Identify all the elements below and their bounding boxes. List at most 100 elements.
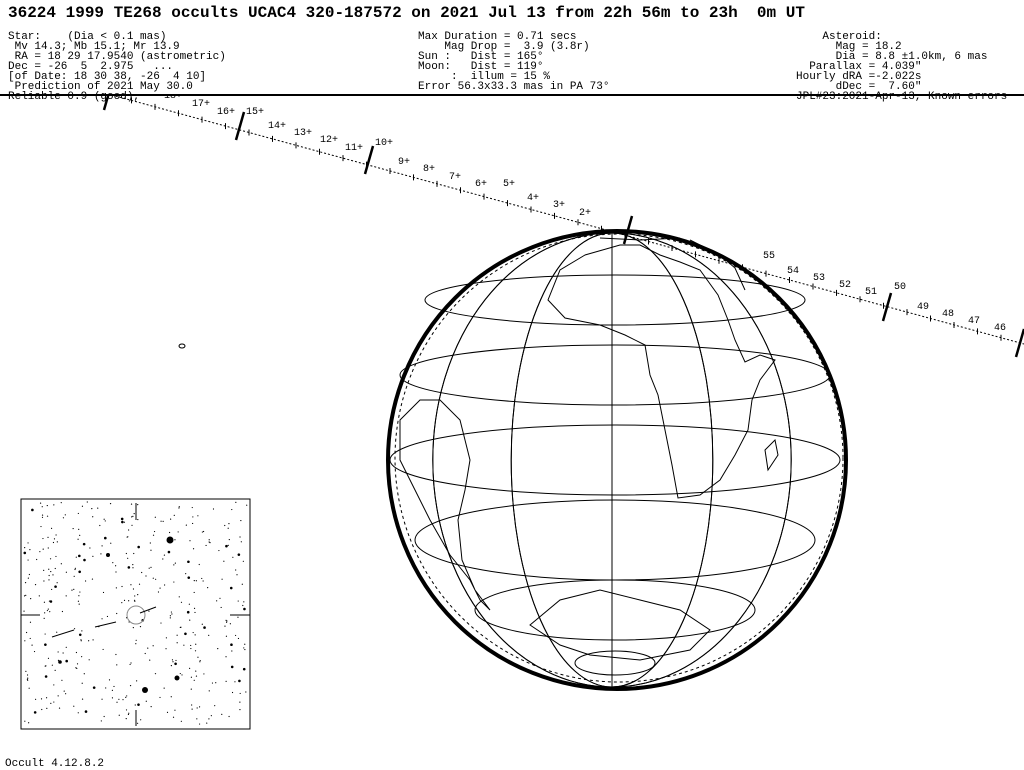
star-line: Dec = -26 5 2.975 ... bbox=[8, 61, 174, 73]
star bbox=[27, 577, 29, 579]
asteroid-line: Mag = 18.2 bbox=[796, 41, 902, 53]
star bbox=[224, 524, 226, 527]
star bbox=[160, 622, 162, 624]
path-limit-marker bbox=[622, 215, 634, 245]
star bbox=[141, 571, 143, 574]
star bbox=[41, 506, 43, 508]
star bbox=[133, 599, 136, 601]
star bbox=[198, 706, 201, 708]
star bbox=[149, 542, 151, 544]
star bbox=[174, 662, 177, 666]
star bbox=[193, 679, 195, 681]
star bbox=[168, 531, 171, 534]
star bbox=[205, 544, 207, 547]
star bbox=[199, 659, 201, 662]
star bbox=[241, 583, 243, 585]
star bbox=[27, 677, 29, 679]
star bbox=[74, 568, 76, 571]
shadow-path: 18+ 17+ 16+ 15+ 14+ 13+ 12+ 11+ 10+ 9+ 8+ 7+ 6+ 5+ 4+ 3… bbox=[102, 96, 1024, 358]
star bbox=[183, 644, 185, 646]
star bbox=[88, 640, 90, 642]
star bbox=[106, 615, 109, 618]
star bbox=[187, 560, 190, 564]
star bbox=[138, 583, 141, 585]
time-label: 54 bbox=[787, 266, 799, 277]
event-line: Moon: Dist = 119° bbox=[418, 61, 544, 73]
star bbox=[203, 626, 206, 629]
star bbox=[81, 682, 83, 684]
star bbox=[202, 580, 204, 582]
star bbox=[27, 559, 29, 561]
star bbox=[48, 579, 50, 581]
bright-star bbox=[106, 553, 110, 557]
asteroid-line: dDec = 7.60" bbox=[796, 81, 922, 93]
star bbox=[45, 665, 47, 667]
star bbox=[41, 516, 44, 518]
star bbox=[30, 597, 32, 600]
star bbox=[227, 527, 229, 529]
star bbox=[229, 623, 231, 625]
time-label: 49 bbox=[917, 302, 929, 313]
star bbox=[41, 708, 43, 711]
star bbox=[194, 634, 196, 636]
star bbox=[33, 711, 37, 714]
star bbox=[74, 567, 76, 569]
star bbox=[118, 714, 120, 716]
star bbox=[116, 701, 118, 703]
star bbox=[194, 611, 196, 614]
asteroid-line: Asteroid: bbox=[796, 31, 882, 43]
star bbox=[132, 588, 135, 590]
time-label: 7+ bbox=[449, 172, 461, 183]
star bbox=[46, 515, 49, 517]
star bbox=[125, 696, 127, 698]
star bbox=[170, 696, 172, 698]
star bbox=[148, 567, 150, 569]
star bbox=[60, 563, 62, 565]
star bbox=[224, 625, 226, 627]
star bbox=[160, 520, 162, 522]
star bbox=[28, 722, 30, 724]
star bbox=[116, 664, 118, 666]
star bbox=[219, 597, 221, 599]
event-line: Max Duration = 0.71 secs bbox=[418, 31, 577, 43]
star bbox=[190, 644, 192, 647]
star bbox=[97, 507, 99, 509]
star bbox=[24, 547, 26, 549]
event-line: : illum = 15 % bbox=[418, 71, 551, 83]
star bbox=[135, 643, 137, 645]
star bbox=[108, 679, 111, 681]
asteroid-line: Hourly dRA =-2.022s bbox=[796, 71, 922, 83]
star-field bbox=[23, 501, 248, 725]
star bbox=[39, 502, 42, 504]
star bbox=[174, 709, 176, 711]
star bbox=[48, 600, 51, 602]
north-africa-coast bbox=[599, 237, 681, 241]
star bbox=[55, 534, 57, 536]
time-label: 52 bbox=[839, 280, 851, 291]
event-info: Max Duration = 0.71 secs Mag Drop = 3.9 … bbox=[418, 22, 609, 102]
star bbox=[78, 595, 80, 597]
path-limit-marker bbox=[234, 111, 246, 141]
star bbox=[125, 552, 127, 555]
star bbox=[123, 521, 126, 523]
star bbox=[136, 680, 138, 682]
star bbox=[128, 712, 130, 714]
star bbox=[137, 518, 139, 521]
star bbox=[166, 711, 169, 713]
time-label: 51 bbox=[865, 287, 877, 298]
meridian bbox=[432, 232, 792, 688]
star bbox=[56, 631, 58, 633]
star bbox=[27, 542, 29, 544]
star bbox=[84, 580, 87, 582]
star bbox=[195, 675, 198, 677]
star bbox=[77, 512, 79, 515]
path-limit-marker bbox=[102, 96, 110, 111]
time-label: 2+ bbox=[579, 208, 591, 219]
star bbox=[169, 615, 171, 617]
parallel bbox=[424, 274, 806, 326]
star bbox=[242, 604, 244, 607]
star bbox=[197, 515, 199, 517]
star bbox=[80, 639, 82, 641]
star bbox=[218, 549, 220, 552]
star bbox=[128, 529, 130, 531]
